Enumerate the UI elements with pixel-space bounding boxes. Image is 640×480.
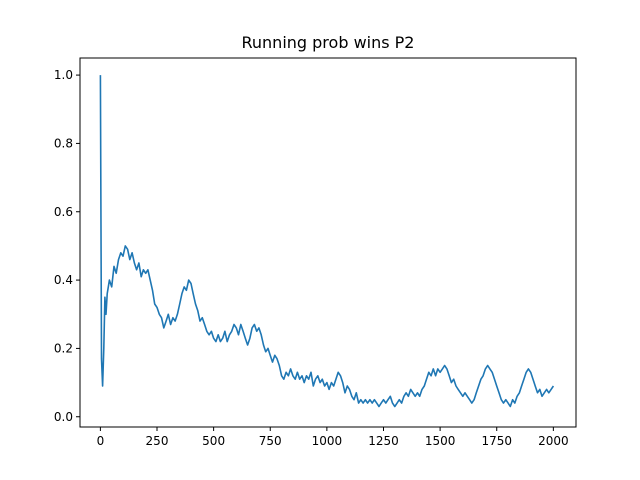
x-tick-label: 1500 <box>425 434 456 448</box>
y-tick-label: 0.8 <box>54 136 73 150</box>
y-tick-label: 0.0 <box>54 410 73 424</box>
plot-area <box>99 75 555 408</box>
y-tick-label: 0.6 <box>54 205 73 219</box>
y-tick-label: 1.0 <box>54 68 73 82</box>
x-tick-label: 0 <box>97 434 105 448</box>
y-axis: 0.0 0.2 0.4 0.6 0.8 1.0 <box>54 68 80 424</box>
x-axis: 0 250 500 750 1000 1250 1500 1750 2000 <box>97 427 569 448</box>
x-tick-label: 1000 <box>312 434 343 448</box>
series-line <box>99 75 555 408</box>
x-tick-label: 500 <box>202 434 225 448</box>
chart-title: Running prob wins P2 <box>242 33 415 52</box>
axes-frame <box>79 57 577 428</box>
x-tick-label: 1750 <box>481 434 512 448</box>
x-tick-label: 250 <box>146 434 169 448</box>
x-tick-label: 1250 <box>368 434 399 448</box>
y-tick-label: 0.2 <box>54 341 73 355</box>
x-tick-label: 2000 <box>538 434 569 448</box>
y-tick-label: 0.4 <box>54 273 73 287</box>
x-tick-label: 750 <box>259 434 282 448</box>
